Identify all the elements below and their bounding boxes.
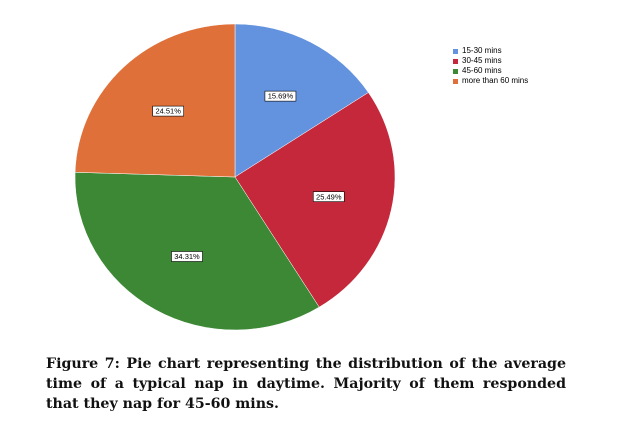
svg-text:34.31%: 34.31% xyxy=(174,252,200,261)
legend-item: more than 60 mins xyxy=(453,76,528,86)
legend-swatch xyxy=(453,68,458,74)
figure-caption: Figure 7: Pie chart representing the dis… xyxy=(46,356,566,412)
svg-text:24.51%: 24.51% xyxy=(155,107,181,116)
slice-value-label: 15.69% xyxy=(264,90,297,102)
legend-item: 30-45 mins xyxy=(453,56,528,66)
pie-slice-15-30-mins xyxy=(234,23,369,178)
legend-label: 30-45 mins xyxy=(462,56,502,65)
legend-label: 15-30 mins xyxy=(462,46,502,55)
slice-value-label: 25.49% xyxy=(312,191,345,202)
legend-label: more than 60 mins xyxy=(462,76,529,85)
svg-text:15.69%: 15.69% xyxy=(268,92,294,101)
legend-swatch xyxy=(453,78,458,84)
legend-label: 45-60 mins xyxy=(462,66,502,75)
svg-text:25.49%: 25.49% xyxy=(316,192,342,201)
pie-slice-45-60-mins xyxy=(74,172,320,331)
legend-swatch xyxy=(453,58,458,64)
pie-slice-more-than-60-mins xyxy=(74,23,236,178)
legend-item: 15-30 mins xyxy=(453,46,528,56)
slice-value-label: 34.31% xyxy=(171,251,203,262)
legend: 15-30 mins 30-45 mins 45-60 mins more than … xyxy=(453,46,528,86)
legend-item: 45-60 mins xyxy=(453,66,528,76)
legend-swatch xyxy=(453,48,458,54)
slice-value-label: 24.51% xyxy=(152,105,184,117)
